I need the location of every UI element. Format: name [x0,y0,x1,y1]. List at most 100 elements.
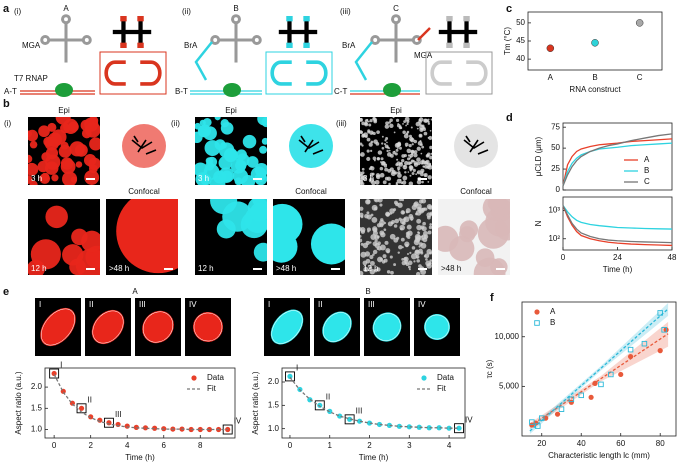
y-axis-label: N [534,220,543,226]
plot-frame [562,122,673,191]
polymerase [383,83,401,97]
legend-label: C [644,177,650,186]
scale-bar [253,268,262,270]
droplet [408,134,413,138]
droplet [369,241,372,244]
droplet [234,177,243,185]
point [641,340,648,347]
point [538,415,545,421]
droplet [427,181,430,183]
droplet [241,175,256,185]
droplet [38,125,50,138]
droplet [376,235,380,239]
droplet [415,212,418,216]
point [529,419,535,425]
series-line [562,142,673,187]
droplet [401,260,407,266]
epi-label: Epi [225,106,237,115]
droplet [384,167,389,172]
droplet [409,156,412,159]
x-axis-label: Time (h) [359,453,389,462]
droplet [429,155,432,160]
droplet [370,165,373,169]
point [456,425,462,431]
polymerase [55,83,73,97]
legend-label: B [644,166,649,175]
panel-e-images: A B [132,287,370,296]
time-label: 3 h [31,174,42,183]
droplet [405,124,407,127]
droplet [273,203,303,245]
highlight-box [454,423,464,434]
droplet [64,158,74,168]
droplet [407,154,411,157]
aptamer-arm [417,27,431,41]
scale-bar [496,268,505,270]
droplet [411,246,416,250]
droplet [365,240,370,245]
roman-label: (iii) [340,7,351,16]
droplet [397,251,400,254]
droplet [400,227,403,231]
droplet [395,202,399,207]
droplet [382,254,387,259]
droplet [377,256,383,263]
y-tick-label: 10,000 [495,332,520,341]
point [588,394,594,400]
time-label: >48 h [441,264,461,273]
droplet [360,238,363,243]
droplet [373,119,377,123]
droplet [381,142,384,145]
micrograph [28,199,100,275]
droplet [364,213,369,219]
droplet [218,142,235,158]
droplet [410,149,415,154]
rna-structure [40,14,92,65]
droplet [28,154,33,164]
droplet [381,146,385,150]
point [366,420,373,426]
droplet [360,270,364,275]
droplet [364,135,368,139]
droplet [412,168,416,172]
x-axis-label: Time (h) [603,265,633,274]
schematic-network [131,135,157,155]
fit-outline [40,308,76,346]
droplet [374,268,378,273]
droplet [393,131,396,134]
schematic-iii: (iii) C BrA MGA C-T [334,4,493,97]
droplet [29,140,38,149]
point [598,381,604,388]
droplet [404,142,409,147]
droplet [371,216,378,223]
droplet [423,173,428,178]
droplet [372,230,378,236]
droplet [410,253,417,260]
droplet [44,136,59,151]
droplet [422,237,428,243]
droplet [402,175,408,181]
droplet [427,230,432,235]
droplet [421,180,424,184]
template-label: B-T [175,87,188,96]
x-tick-label: 2 [88,441,93,450]
droplet [416,157,421,162]
point [327,408,333,414]
panel-label: a [3,3,10,15]
droplet [371,180,376,185]
point [396,423,402,429]
point [578,392,584,399]
droplet [88,164,98,174]
droplet [403,256,409,262]
time-label: 3 h [198,174,209,183]
ligand-label: MGA [414,51,433,60]
y-tick-label: 25 [551,164,560,173]
time-label: 12 h [31,264,47,273]
ligand-label: BrA [184,41,198,50]
droplet [210,199,238,215]
x-tick-label: A [548,73,554,82]
droplet [376,247,379,251]
point [657,348,663,354]
x-tick-label: 6 [162,441,167,450]
droplet [373,139,378,144]
